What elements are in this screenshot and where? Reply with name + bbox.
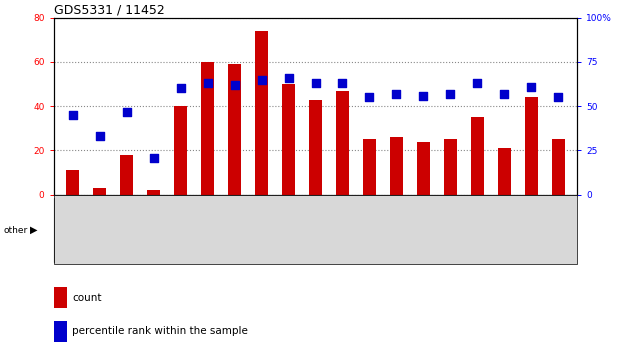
Bar xyxy=(54,287,67,308)
Bar xyxy=(275,198,356,262)
Point xyxy=(473,80,483,86)
Bar xyxy=(336,91,349,195)
Bar xyxy=(59,198,167,262)
Bar xyxy=(54,321,67,342)
Bar xyxy=(464,198,572,262)
Point xyxy=(365,95,375,100)
Bar xyxy=(363,139,376,195)
Text: GDS5331 / 11452: GDS5331 / 11452 xyxy=(54,4,165,17)
Text: Domingo Rubio stream
lower course: Domingo Rubio stream lower course xyxy=(65,221,162,240)
Bar xyxy=(309,99,322,195)
Point xyxy=(338,80,348,86)
Point xyxy=(310,80,321,86)
Point xyxy=(499,91,509,97)
Point xyxy=(175,86,186,91)
Bar xyxy=(201,62,215,195)
Text: Santa Olalla lagoon
(unpolluted): Santa Olalla lagoon (unpolluted) xyxy=(477,221,559,240)
Text: count: count xyxy=(72,293,102,303)
Point xyxy=(283,75,293,81)
Point xyxy=(148,155,158,160)
Bar xyxy=(416,142,430,195)
Bar xyxy=(120,155,133,195)
Point xyxy=(203,80,213,86)
Bar xyxy=(167,198,275,262)
Bar xyxy=(93,188,106,195)
Bar xyxy=(551,139,565,195)
Point xyxy=(445,91,456,97)
Point xyxy=(391,91,401,97)
Bar xyxy=(525,97,538,195)
Bar xyxy=(282,84,295,195)
Bar xyxy=(444,139,457,195)
Bar xyxy=(255,31,268,195)
Text: other: other xyxy=(3,225,27,235)
Bar xyxy=(356,198,464,262)
Text: percentile rank within the sample: percentile rank within the sample xyxy=(72,326,248,336)
Text: phosphogypsum stacks: phosphogypsum stacks xyxy=(360,225,459,235)
Text: ▶: ▶ xyxy=(30,225,38,235)
Point xyxy=(95,133,105,139)
Bar xyxy=(390,137,403,195)
Bar xyxy=(228,64,241,195)
Point xyxy=(526,84,536,90)
Bar xyxy=(66,170,80,195)
Point xyxy=(256,77,266,82)
Text: Domingo Rubio
stream upper course: Domingo Rubio stream upper course xyxy=(271,221,360,240)
Point xyxy=(553,95,563,100)
Point xyxy=(418,93,428,98)
Bar xyxy=(147,190,160,195)
Point xyxy=(230,82,240,88)
Bar xyxy=(498,148,511,195)
Bar xyxy=(471,117,484,195)
Point xyxy=(122,109,132,114)
Text: Domingo Rubio stream
medium course: Domingo Rubio stream medium course xyxy=(173,221,269,240)
Bar xyxy=(174,106,187,195)
Point xyxy=(68,112,78,118)
